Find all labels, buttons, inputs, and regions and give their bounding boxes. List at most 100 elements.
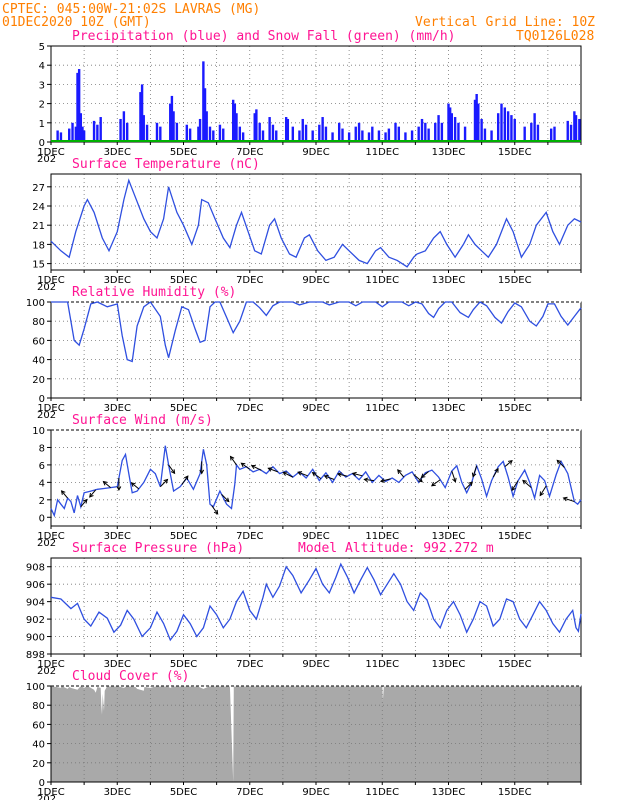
- precip-bar: [258, 122, 261, 142]
- precip-bar: [483, 128, 487, 142]
- wind-vector-head: [229, 455, 235, 461]
- cloud-ytick-label: 100: [26, 682, 45, 693]
- cloud-xtick-label: 1DEC: [37, 787, 64, 798]
- wind-vector-head: [556, 459, 562, 465]
- precip-bar: [238, 126, 242, 142]
- precip-bar: [79, 113, 83, 142]
- humidity-title: Relative Humidity (%): [72, 285, 236, 300]
- temperature-panel: Surface Temperature (nC) 15 18 21 24 27 1DEC 3…: [32, 157, 582, 293]
- precip-year-fragment: 202: [37, 154, 56, 165]
- precip-bar: [76, 72, 79, 142]
- cloud-xtick-label: 3DEC: [104, 787, 131, 798]
- wind-vector-head: [351, 471, 357, 477]
- wind-vector: [159, 479, 168, 488]
- wind-vector: [364, 478, 375, 482]
- wind-vector-head: [397, 469, 402, 474]
- humidity-panel: Relative Humidity (%) 0 20 40 60 80 100 1DEC 3D…: [26, 285, 582, 421]
- precip-bar: [145, 124, 149, 142]
- precip-bar: [410, 130, 414, 142]
- precip-bar: [119, 118, 122, 142]
- wind-vector: [268, 467, 279, 473]
- wind-vector-head: [267, 467, 273, 472]
- model-altitude: Model Altitude: 992.272 m: [298, 541, 494, 556]
- precip-bar: [473, 99, 477, 142]
- precip-xtick-label: 7DEC: [236, 147, 263, 158]
- wind-xtick-label: 7DEC: [236, 531, 263, 542]
- precip-bar: [536, 124, 540, 142]
- rh-xtick-label: 9DEC: [302, 403, 329, 414]
- cloud-cover-title: Cloud Cover (%): [72, 669, 189, 684]
- temp-xtick-label: 7DEC: [236, 275, 263, 286]
- rh-ytick-label: 80: [32, 317, 45, 328]
- wind-vector: [451, 470, 456, 482]
- precip-bar: [513, 118, 516, 142]
- precip-xtick-label: 11DEC: [365, 147, 399, 158]
- rh-xtick-label: 1DEC: [37, 403, 64, 414]
- wind-vector: [539, 485, 547, 496]
- precip-bar: [341, 128, 344, 142]
- cloud-xtick-label: 13DEC: [432, 787, 466, 798]
- rh-xtick-label: 7DEC: [236, 403, 263, 414]
- precip-bar: [169, 103, 172, 142]
- pressure-line: [50, 562, 582, 642]
- precip-bar: [354, 126, 357, 142]
- precip-bar: [261, 130, 265, 142]
- precip-bar: [480, 118, 483, 142]
- temperature-line: [50, 178, 582, 268]
- precip-bar: [68, 128, 71, 142]
- rh-xtick-label: 13DEC: [432, 403, 466, 414]
- rh-ytick-label: 60: [32, 336, 45, 347]
- precip-bar: [71, 122, 74, 142]
- wind-vector-head: [224, 497, 230, 503]
- precip-bar: [222, 128, 225, 142]
- precip-bar: [324, 126, 328, 142]
- wind-ytick-label: 10: [32, 426, 45, 437]
- precip-bar: [218, 124, 222, 142]
- cloud-xtick-label: 15DEC: [498, 787, 532, 798]
- pressure-xtick-label: 5DEC: [170, 659, 197, 670]
- precip-bar: [371, 126, 374, 142]
- wind-xtick-label: 9DEC: [302, 531, 329, 542]
- precip-bar: [463, 126, 467, 142]
- wind-xtick-label: 1DEC: [37, 531, 64, 542]
- wind-title: Surface Wind (m/s): [72, 413, 213, 428]
- precip-bar: [202, 61, 205, 142]
- wind-vector: [61, 490, 68, 499]
- temp-xtick-label: 9DEC: [302, 275, 329, 286]
- precip-bar: [331, 132, 334, 142]
- wind-ytick-label: 0: [39, 513, 45, 524]
- precip-bar: [424, 122, 427, 142]
- wind-vector: [324, 475, 335, 480]
- precip-bar: [122, 111, 126, 142]
- cloud-ytick-label: 0: [39, 778, 45, 789]
- precip-bar: [268, 117, 271, 142]
- wind-vector: [511, 480, 519, 491]
- wind-vector-head: [199, 469, 205, 475]
- wind-vector-head: [250, 464, 256, 470]
- wind-vector-head: [494, 467, 499, 473]
- wind-vector-head: [468, 481, 474, 487]
- precip-bar: [311, 130, 314, 142]
- wind-vector: [312, 472, 322, 480]
- precip-xtick-label: 5DEC: [170, 147, 197, 158]
- wind-ytick-label: 6: [39, 461, 45, 472]
- wind-vector: [131, 482, 140, 490]
- precip-bar: [208, 126, 212, 142]
- precip-bar: [318, 124, 321, 142]
- precip-bar: [434, 122, 437, 142]
- pressure-frame: [50, 557, 582, 655]
- pressure-title: Surface Pressure (hPa): [72, 541, 244, 556]
- precip-bar: [420, 118, 424, 142]
- precip-bar: [255, 109, 258, 142]
- precip-ytick-label: 3: [39, 80, 45, 91]
- precip-bar: [523, 126, 526, 142]
- precip-bar: [172, 111, 175, 142]
- wind-vector-head: [363, 477, 369, 483]
- cloud-year-fragment: 202: [37, 794, 56, 800]
- wind-vector: [397, 469, 405, 478]
- pressure-xtick-label: 1DEC: [37, 659, 64, 670]
- date-header: 01DEC2020 10Z (GMT): [2, 15, 151, 30]
- wind-panel: Surface Wind (m/s) 0 2 4 6 8 10 1DEC 3DEC 5DEC 7D…: [32, 413, 582, 549]
- precip-bar: [417, 126, 420, 142]
